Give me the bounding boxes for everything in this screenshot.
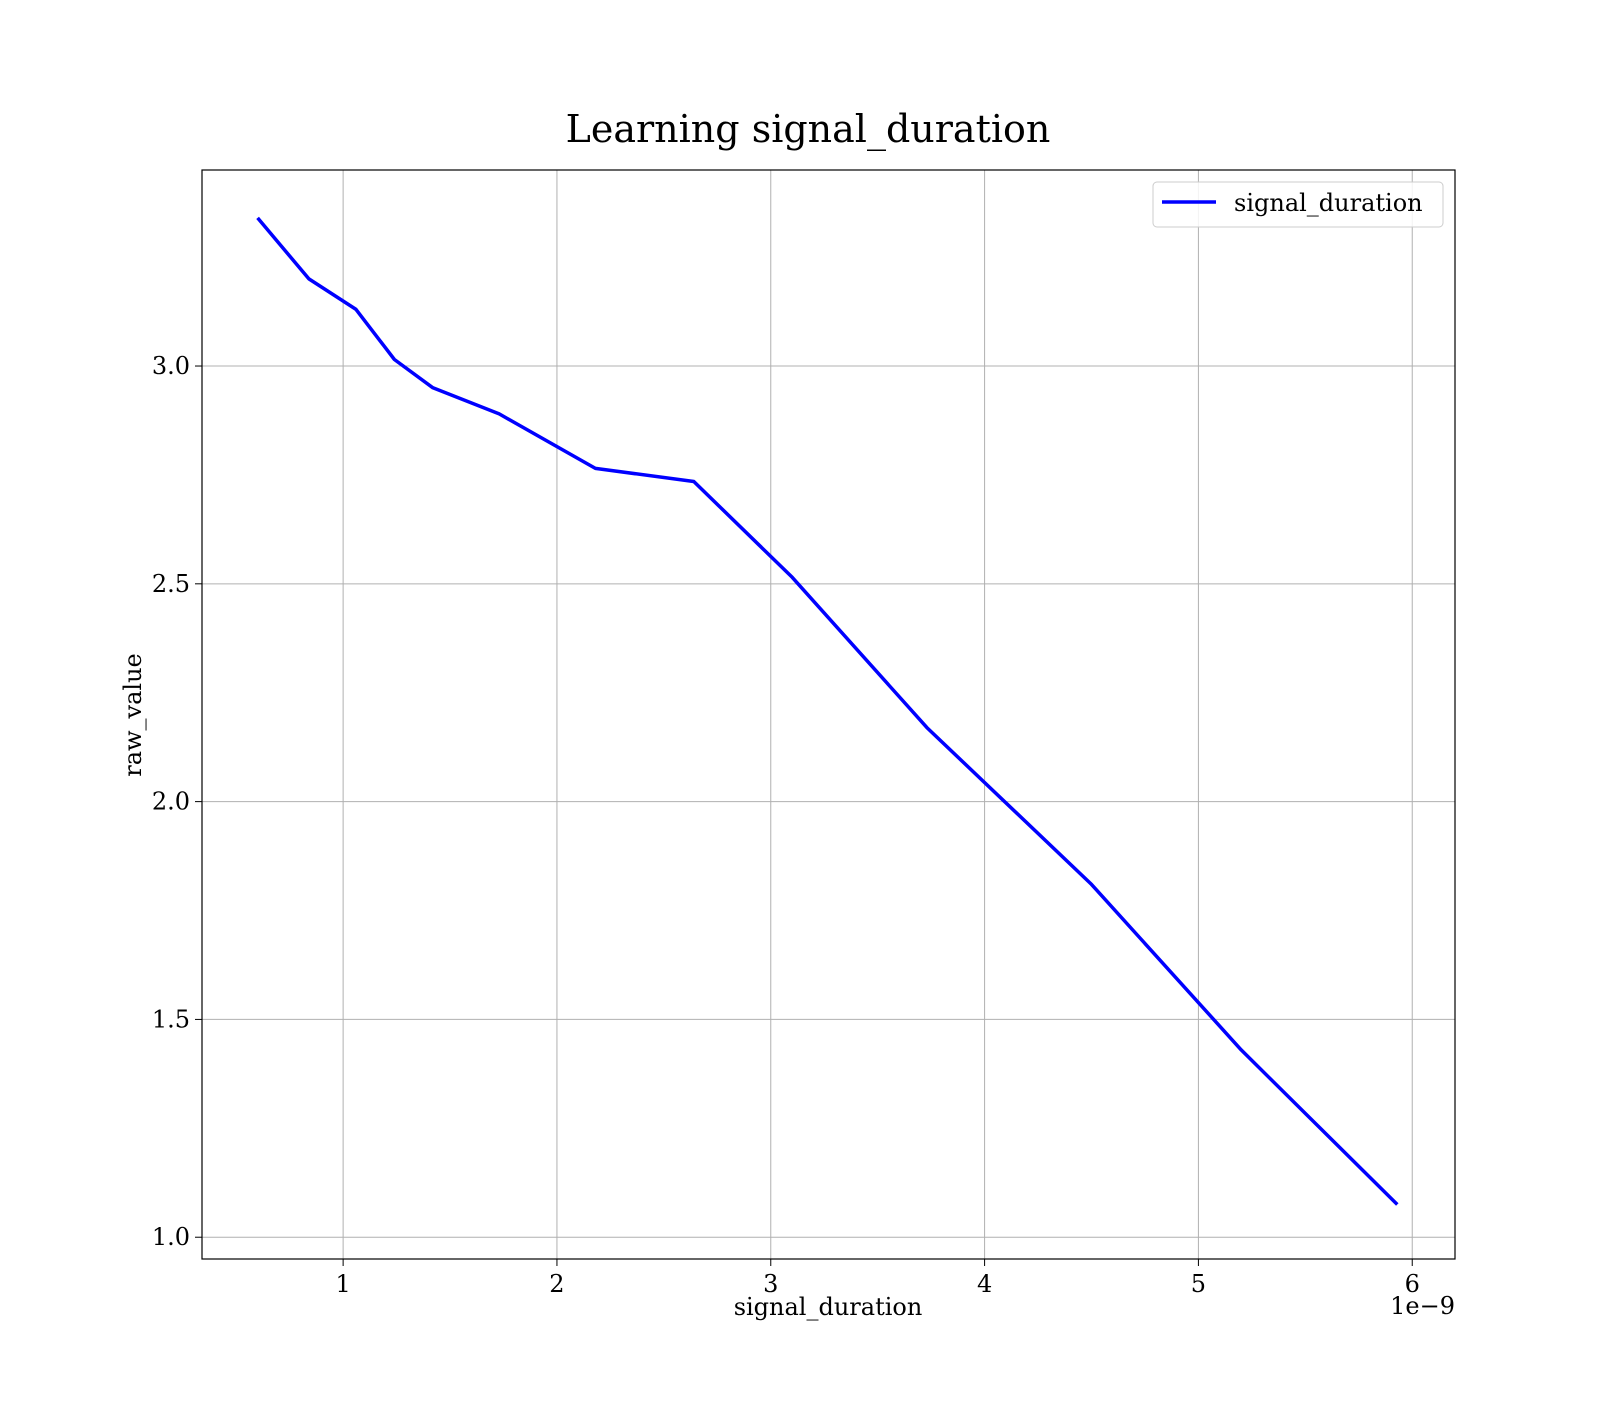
x-axis-ticks: 1 2 3 4 5 6 xyxy=(335,1259,1420,1298)
series-line-signal_duration xyxy=(256,216,1399,1206)
y-tick-label: 2.0 xyxy=(152,788,190,816)
x-tick-label: 5 xyxy=(1191,1270,1206,1298)
y-axis-label: raw_value xyxy=(119,653,147,777)
x-axis-label: signal_duration xyxy=(734,1293,923,1321)
plot-area-frame xyxy=(201,169,1456,1260)
y-tick-label: 2.5 xyxy=(152,570,190,598)
series-layer xyxy=(256,216,1399,1206)
y-tick-label: 1.0 xyxy=(152,1223,190,1251)
x-tick-label: 3 xyxy=(763,1270,778,1298)
y-axis-ticks: 1.0 1.5 2.0 2.5 3.0 xyxy=(152,352,202,1251)
legend-box xyxy=(1152,181,1444,228)
chart-title: Learning signal_duration xyxy=(566,107,1051,152)
x-tick-label: 6 xyxy=(1405,1270,1420,1298)
y-tick-label: 1.5 xyxy=(152,1005,190,1033)
x-axis-scale-label: 1e−9 xyxy=(1390,1292,1455,1320)
legend: signal_duration xyxy=(1152,181,1444,228)
x-tick-label: 4 xyxy=(977,1270,992,1298)
y-tick-label: 3.0 xyxy=(152,352,190,380)
x-tick-label: 2 xyxy=(549,1270,564,1298)
x-tick-label: 1 xyxy=(335,1270,350,1298)
legend-entry-label: signal_duration xyxy=(1234,189,1423,217)
grid-layer xyxy=(202,170,1455,1259)
